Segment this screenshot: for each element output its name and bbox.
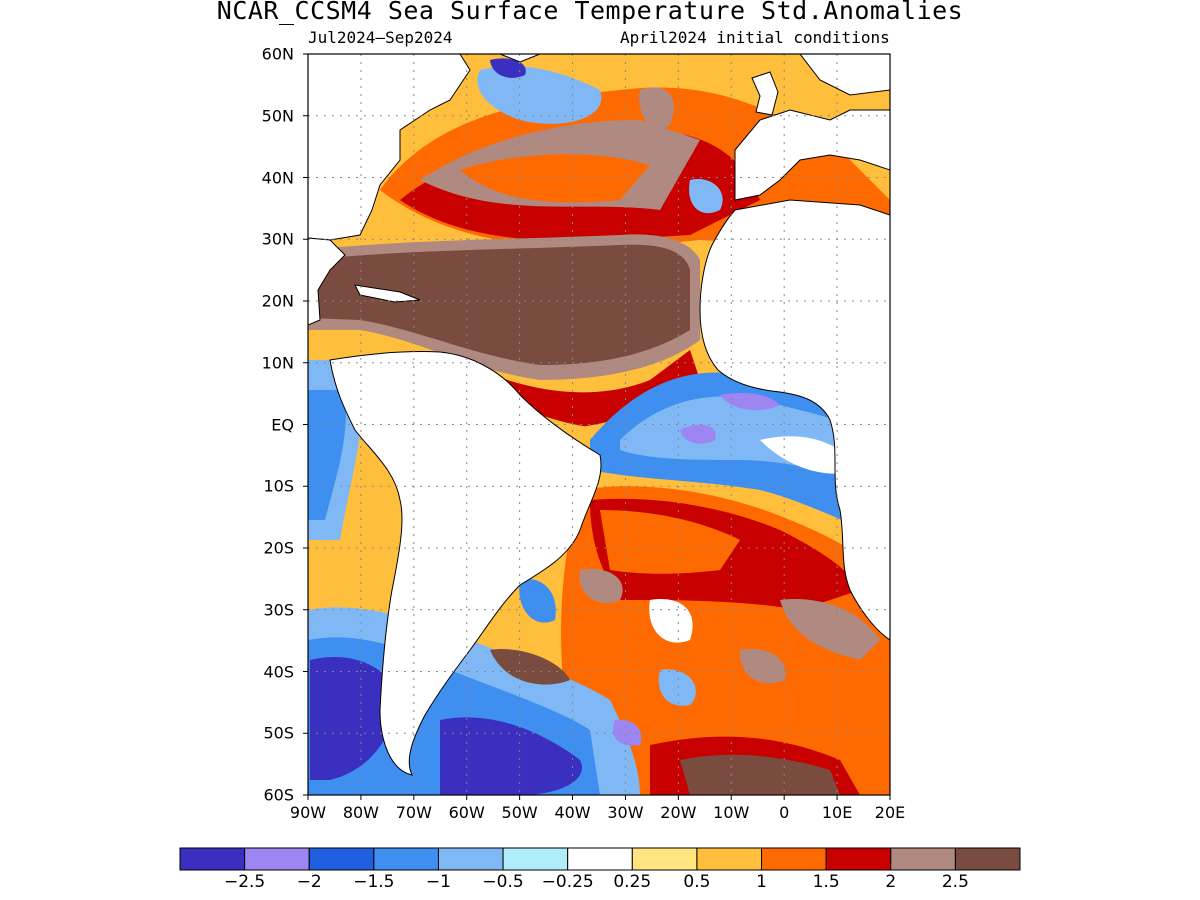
map-title: NCAR_CCSM4 Sea Surface Temperature Std.A… <box>216 0 964 25</box>
colorbar-label: 1 <box>756 872 767 892</box>
colorbar <box>179 847 1021 871</box>
colorbar-swatch <box>696 847 763 871</box>
latitude-tick-label: 40S <box>263 662 294 681</box>
colorbar-label: −2.5 <box>223 872 266 892</box>
colorbar-label: −1.5 <box>353 872 395 892</box>
longitude-tick-label: 40W <box>554 803 591 822</box>
colorbar-label: −1 <box>425 872 451 892</box>
longitude-tick-label: 30W <box>607 803 644 822</box>
longitude-tick-label: 60W <box>448 803 485 822</box>
latitude-tick-label: 10S <box>263 476 294 496</box>
longitude-tick-label: 20W <box>660 803 697 822</box>
colorbar-swatch <box>890 847 956 871</box>
colorbar-swatch <box>825 847 892 871</box>
latitude-tick-label: 40N <box>261 168 294 187</box>
plot-frame <box>307 53 891 796</box>
longitude-tick-label: 10E <box>821 803 853 822</box>
longitude-tick-label: 80W <box>342 803 379 822</box>
latitude-tick-label: 50N <box>261 106 294 126</box>
grid-lines <box>303 53 891 800</box>
latitude-tick-label: 20S <box>263 538 294 558</box>
colorbar-label: 2 <box>885 872 897 892</box>
latitude-tick-label: 60S <box>263 785 294 805</box>
longitude-tick-label: 90W <box>289 803 327 822</box>
initial-conditions: April2024 initial conditions <box>620 28 890 47</box>
colorbar-swatch <box>567 847 633 871</box>
colorbar-swatch <box>179 847 246 871</box>
colorbar-label: 0.25 <box>613 872 652 892</box>
colorbar-swatch <box>761 847 827 871</box>
colorbar-swatch <box>244 847 310 871</box>
colorbar-swatch <box>502 847 569 871</box>
landmasses <box>308 54 890 776</box>
latitude-tick-label: EQ <box>271 415 294 434</box>
colorbar-swatch <box>954 847 1021 871</box>
longitude-tick-label: 20E <box>874 803 906 822</box>
anomaly-field <box>308 54 890 795</box>
colorbar-swatch <box>308 847 375 871</box>
colorbar-label: 2.5 <box>941 872 969 892</box>
colorbar-swatch <box>373 847 439 871</box>
colorbar-label: −0.5 <box>482 872 524 892</box>
longitude-tick-label: 50W <box>501 803 538 822</box>
colorbar-swatch <box>437 847 504 871</box>
colorbar-label: 0.5 <box>683 872 711 892</box>
colorbar-label: −2 <box>296 872 322 892</box>
latitude-tick-label: 10N <box>261 353 294 373</box>
latitude-tick-label: 20N <box>261 291 294 311</box>
longitude-tick-label: 0 <box>779 803 790 822</box>
latitude-tick-label: 50S <box>263 723 294 743</box>
colorbar-swatch <box>631 847 698 871</box>
forecast-period: Jul2024—Sep2024 <box>308 28 453 47</box>
latitude-tick-label: 30N <box>261 229 294 249</box>
colorbar-label: −0.25 <box>541 872 594 892</box>
longitude-tick-label: 70W <box>395 803 432 822</box>
latitude-tick-label: 60N <box>261 44 294 64</box>
colorbar-label: 1.5 <box>812 872 840 892</box>
latitude-tick-label: 30S <box>263 600 294 620</box>
longitude-tick-label: 10W <box>713 803 750 822</box>
